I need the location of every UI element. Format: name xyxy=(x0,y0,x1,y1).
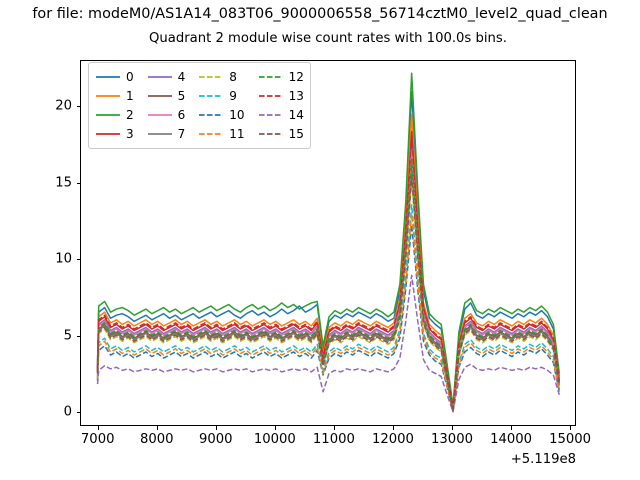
legend-entry-9[interactable]: 9 xyxy=(198,87,244,105)
legend-label-3: 3 xyxy=(126,127,134,141)
legend-swatch-4 xyxy=(147,76,172,78)
series-line-15 xyxy=(96,175,561,413)
y-tick-label: 0 xyxy=(63,404,72,420)
legend-swatch-13 xyxy=(258,95,283,97)
legend-swatch-7 xyxy=(147,133,172,135)
legend-label-15: 15 xyxy=(288,127,304,141)
x-tick-mark xyxy=(215,426,217,430)
legend-entry-2[interactable]: 2 xyxy=(95,106,134,124)
x-tick-mark xyxy=(392,426,394,430)
x-tick-mark xyxy=(97,426,99,430)
legend-entry-10[interactable]: 10 xyxy=(198,106,245,124)
series-lines-svg xyxy=(96,72,561,413)
x-tick-label: 14000 xyxy=(490,432,533,447)
series-line-9 xyxy=(96,204,561,411)
x-tick-label: 11000 xyxy=(312,432,355,447)
legend-entry-12[interactable]: 12 xyxy=(258,68,304,86)
x-tick-label: 12000 xyxy=(371,432,414,447)
x-tick-label: 10000 xyxy=(253,432,296,447)
legend-swatch-10 xyxy=(199,114,224,116)
axes-title: Quadrant 2 module wise count rates with … xyxy=(149,31,507,46)
plot-data-area xyxy=(81,61,575,425)
legend-swatch-8 xyxy=(199,76,224,78)
legend-entry-1[interactable]: 1 xyxy=(95,87,134,105)
y-tick-label: 5 xyxy=(63,328,72,344)
legend-swatch-15 xyxy=(258,133,283,135)
y-tick-label: 10 xyxy=(55,251,72,267)
x-tick-mark xyxy=(156,426,158,430)
legend-label-8: 8 xyxy=(229,70,237,84)
legend: 0 1 2 3 4 5 6 7 8 9 10 11 12 13 14 15 xyxy=(88,62,311,149)
legend-entry-3[interactable]: 3 xyxy=(95,125,134,143)
series-line-3 xyxy=(96,130,561,410)
series-line-1 xyxy=(96,113,561,410)
x-tick-label: 13000 xyxy=(431,432,473,447)
x-tick-mark xyxy=(274,426,276,430)
legend-swatch-1 xyxy=(96,95,120,97)
x-axis-offset-label: +5.119e8 xyxy=(510,452,576,467)
legend-entry-14[interactable]: 14 xyxy=(258,106,304,124)
series-line-12 xyxy=(96,158,561,411)
legend-swatch-6 xyxy=(147,114,172,116)
legend-swatch-11 xyxy=(199,133,224,135)
x-tick-mark xyxy=(570,426,572,430)
series-line-13 xyxy=(96,133,561,410)
legend-swatch-5 xyxy=(147,95,172,97)
legend-swatch-3 xyxy=(96,133,120,135)
legend-label-5: 5 xyxy=(177,89,186,103)
x-tick-label: 7000 xyxy=(80,432,115,447)
legend-label-2: 2 xyxy=(126,108,134,122)
x-tick-mark xyxy=(333,426,335,430)
legend-label-7: 7 xyxy=(177,127,186,141)
y-tick-mark xyxy=(76,412,80,414)
legend-entry-13[interactable]: 13 xyxy=(258,87,304,105)
y-tick-mark xyxy=(76,182,80,184)
legend-label-4: 4 xyxy=(177,70,186,84)
legend-swatch-2 xyxy=(96,114,120,116)
series-line-5 xyxy=(96,161,561,411)
legend-entry-4[interactable]: 4 xyxy=(147,68,186,86)
y-tick-label: 15 xyxy=(55,175,72,190)
plot-axes xyxy=(80,60,576,426)
legend-grid: 0 1 2 3 4 5 6 7 8 9 10 11 12 13 14 15 xyxy=(95,68,304,143)
legend-entry-6[interactable]: 6 xyxy=(147,106,186,124)
series-line-0 xyxy=(96,90,561,408)
legend-label-0: 0 xyxy=(126,70,134,84)
legend-label-13: 13 xyxy=(288,89,304,103)
legend-label-10: 10 xyxy=(229,108,245,122)
legend-label-6: 6 xyxy=(177,108,186,122)
legend-label-1: 1 xyxy=(126,89,134,103)
x-tick-label: 8000 xyxy=(139,432,174,447)
legend-label-12: 12 xyxy=(288,70,304,84)
series-line-14 xyxy=(96,274,561,413)
legend-entry-15[interactable]: 15 xyxy=(258,125,304,143)
y-tick-mark xyxy=(76,335,80,337)
legend-entry-11[interactable]: 11 xyxy=(198,125,245,143)
legend-swatch-12 xyxy=(258,76,283,78)
x-tick-label: 9000 xyxy=(199,432,233,447)
legend-label-14: 14 xyxy=(288,108,304,122)
legend-swatch-9 xyxy=(199,95,224,97)
legend-entry-5[interactable]: 5 xyxy=(147,87,186,105)
legend-swatch-14 xyxy=(258,114,283,116)
y-tick-label: 20 xyxy=(55,98,72,114)
legend-entry-7[interactable]: 7 xyxy=(147,125,186,143)
legend-label-11: 11 xyxy=(229,127,245,141)
x-tick-mark xyxy=(511,426,513,430)
series-line-11 xyxy=(96,213,561,413)
legend-entry-0[interactable]: 0 xyxy=(95,68,134,86)
figure-suptitle: for file: modeM0/AS1A14_083T06_900000655… xyxy=(32,6,608,22)
series-line-2 xyxy=(96,72,561,407)
y-tick-mark xyxy=(76,259,80,261)
legend-label-9: 9 xyxy=(229,89,237,103)
legend-swatch-0 xyxy=(96,76,120,78)
x-tick-label: 15000 xyxy=(549,432,592,447)
legend-entry-8[interactable]: 8 xyxy=(198,68,244,86)
x-tick-mark xyxy=(452,426,453,430)
y-tick-mark xyxy=(76,105,80,107)
